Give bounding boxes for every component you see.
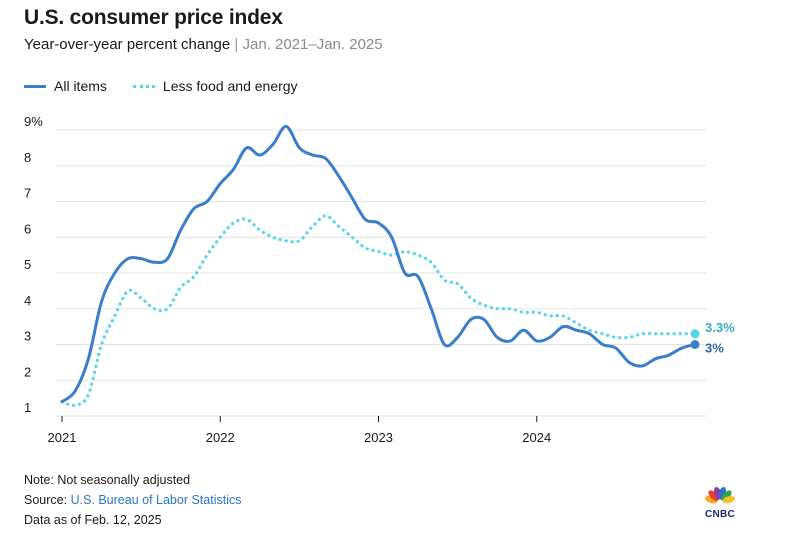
peacock-feather <box>721 490 732 501</box>
y-tick-label: 2 <box>24 364 31 379</box>
logo-text: CNBC <box>704 509 736 520</box>
x-tick-label: 2022 <box>206 430 235 445</box>
end-marker-all-items <box>690 340 700 349</box>
chart-title: U.S. consumer price index <box>24 6 283 29</box>
legend-swatch-core <box>132 84 155 88</box>
x-tick-label: 2024 <box>522 430 551 445</box>
legend-swatch-all-items <box>24 84 46 88</box>
data-as-of: Data as of Feb. 12, 2025 <box>24 513 162 527</box>
y-tick-label: 8 <box>24 150 31 165</box>
subtitle-separator: | <box>230 36 243 53</box>
chart-notes: Note: Not seasonally adjusted Source: U.… <box>24 470 241 530</box>
chart-subtitle: Year-over-year percent change | Jan. 202… <box>24 36 383 53</box>
series-line-all-items <box>60 124 697 404</box>
legend-label-core: Less food and energy <box>162 78 298 94</box>
y-tick-label: 9% <box>24 114 43 129</box>
source-prefix: Source: <box>24 493 71 507</box>
peacock-feather <box>722 495 736 504</box>
series-line-core <box>60 214 697 408</box>
data-series <box>60 124 697 408</box>
cnbc-logo: CNBC <box>702 484 738 520</box>
legend-label-all-items: All items <box>54 78 107 94</box>
x-tick-label: 2023 <box>364 430 393 445</box>
subtitle-date-range: Jan. 2021–Jan. 2025 <box>242 36 383 53</box>
y-tick-label: 5 <box>24 257 31 272</box>
y-tick-label: 3 <box>24 329 31 344</box>
source-link[interactable]: U.S. Bureau of Labor Statistics <box>70 493 242 507</box>
peacock-icon <box>704 486 736 504</box>
y-tick-label: 7 <box>24 186 31 201</box>
end-label-core: 3.3% <box>705 320 735 335</box>
x-axis-ticks: 2021 2022 2023 2024 <box>48 416 551 445</box>
note-seasonal: Note: Not seasonally adjusted <box>24 473 191 487</box>
chart-legend: All items Less food and energy <box>24 78 324 94</box>
subtitle-main: Year-over-year percent change <box>24 36 231 53</box>
x-tick-label: 2021 <box>48 430 77 445</box>
y-tick-label: 1 <box>24 400 31 415</box>
end-label-all-items: 3% <box>705 341 724 356</box>
y-tick-label: 6 <box>24 221 31 236</box>
end-marker-core <box>690 329 700 339</box>
y-axis-ticks: 1 2 3 4 5 6 7 8 9% <box>24 114 43 415</box>
grid-lines <box>56 129 706 417</box>
peacock-feather <box>708 490 719 501</box>
y-tick-label: 4 <box>24 293 31 308</box>
legend-item-all-items: All items <box>24 78 107 94</box>
end-value-labels: 3.3% 3% <box>690 320 735 356</box>
legend-item-core: Less food and energy <box>132 78 298 94</box>
source-line: Source: U.S. Bureau of Labor Statistics <box>24 490 241 510</box>
